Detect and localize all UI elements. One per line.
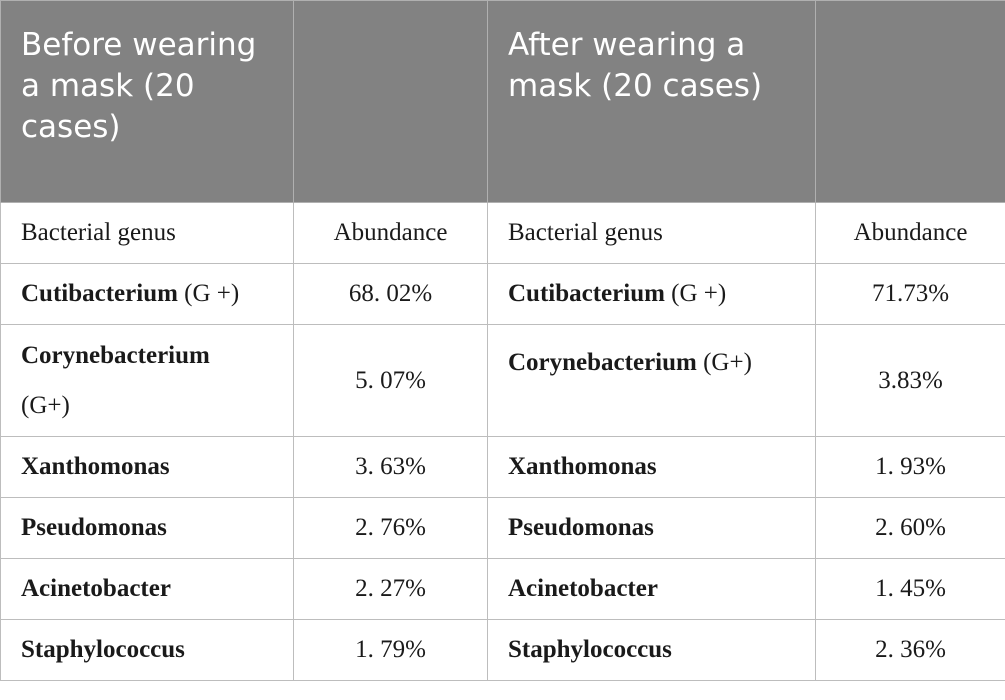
gram-stain: (G+)	[21, 391, 70, 419]
after-genus-cell: Staphylococcus	[487, 619, 816, 681]
genus-name: Acinetobacter	[508, 575, 658, 602]
table-row: Staphylococcus 1. 79% Staphylococcus 2. …	[0, 619, 1005, 681]
abundance-table: Before wearing a mask (20 cases) After w…	[0, 0, 1005, 681]
before-genus-column-label: Bacterial genus	[0, 202, 294, 264]
after-abundance-column-label: Abundance	[815, 202, 1005, 264]
genus-name: Corynebacterium	[508, 349, 697, 376]
genus-name: Staphylococcus	[21, 636, 185, 663]
before-abundance-cell: 2. 27%	[293, 558, 488, 620]
after-genus-cell: Xanthomonas	[487, 436, 816, 498]
table-row: Xanthomonas 3. 63% Xanthomonas 1. 93%	[0, 436, 1005, 498]
genus-name: Xanthomonas	[508, 453, 657, 480]
gram-stain: (G +)	[664, 280, 727, 307]
after-abundance-cell: 1. 45%	[815, 558, 1005, 620]
genus-name: Acinetobacter	[21, 575, 171, 602]
genus-name: Xanthomonas	[21, 453, 170, 480]
after-genus-column-label: Bacterial genus	[487, 202, 816, 264]
before-genus-cell: Pseudomonas	[0, 497, 294, 559]
after-abundance-cell: 2. 36%	[815, 619, 1005, 681]
gram-stain: (G+)	[696, 349, 752, 376]
before-abundance-cell: 1. 79%	[293, 619, 488, 681]
table-header-row: Before wearing a mask (20 cases) After w…	[0, 0, 1005, 203]
before-abundance-cell: 5. 07%	[293, 324, 488, 437]
table-row: Cutibacterium (G +) 68. 02% Cutibacteriu…	[0, 263, 1005, 325]
after-abundance-cell: 71.73%	[815, 263, 1005, 325]
genus-name: Corynebacterium	[21, 341, 210, 369]
after-genus-cell: Acinetobacter	[487, 558, 816, 620]
table-row: Acinetobacter 2. 27% Acinetobacter 1. 45…	[0, 558, 1005, 620]
gram-stain: (G +)	[177, 280, 240, 307]
after-abundance-cell: 3.83%	[815, 324, 1005, 437]
before-genus-cell: Cutibacterium (G +)	[0, 263, 294, 325]
header-empty-cell	[815, 0, 1005, 203]
after-mask-header: After wearing a mask (20 cases)	[487, 0, 816, 203]
table-row: Pseudomonas 2. 76% Pseudomonas 2. 60%	[0, 497, 1005, 559]
column-label-row: Bacterial genus Abundance Bacterial genu…	[0, 202, 1005, 264]
before-abundance-cell: 68. 02%	[293, 263, 488, 325]
genus-name: Cutibacterium	[21, 280, 178, 307]
genus-name: Cutibacterium	[508, 280, 665, 307]
before-abundance-cell: 2. 76%	[293, 497, 488, 559]
genus-name: Pseudomonas	[508, 514, 654, 541]
genus-name: Staphylococcus	[508, 636, 672, 663]
after-abundance-cell: 1. 93%	[815, 436, 1005, 498]
before-genus-cell: Acinetobacter	[0, 558, 294, 620]
header-empty-cell	[293, 0, 488, 203]
after-abundance-cell: 2. 60%	[815, 497, 1005, 559]
before-mask-header: Before wearing a mask (20 cases)	[0, 0, 294, 203]
before-genus-cell: Corynebacterium (G+)	[0, 324, 294, 437]
before-genus-cell: Xanthomonas	[0, 436, 294, 498]
after-genus-cell: Cutibacterium (G +)	[487, 263, 816, 325]
after-genus-cell: Pseudomonas	[487, 497, 816, 559]
before-abundance-column-label: Abundance	[293, 202, 488, 264]
table-row: Corynebacterium (G+) 5. 07% Corynebacteri…	[0, 324, 1005, 437]
after-genus-cell: Corynebacterium (G+)	[487, 324, 816, 437]
before-abundance-cell: 3. 63%	[293, 436, 488, 498]
before-genus-cell: Staphylococcus	[0, 619, 294, 681]
genus-name: Pseudomonas	[21, 514, 167, 541]
